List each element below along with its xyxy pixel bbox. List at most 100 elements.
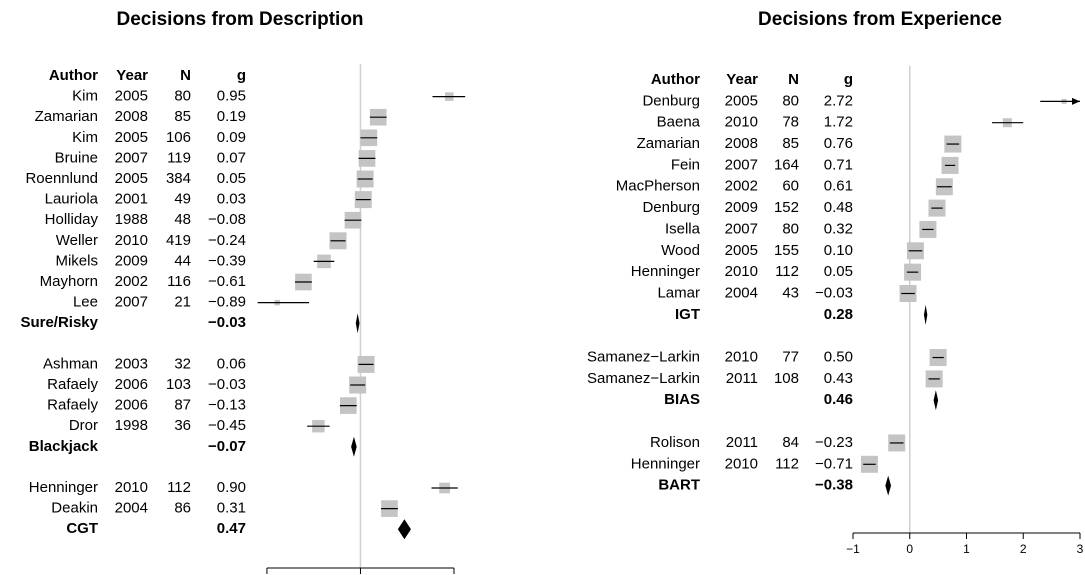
year: 2006 <box>115 376 148 393</box>
column-header: Year <box>726 71 758 88</box>
n: 48 <box>174 211 191 228</box>
n: 36 <box>174 417 191 434</box>
n: 86 <box>174 500 191 517</box>
n: 85 <box>174 108 191 125</box>
n: 103 <box>166 376 191 393</box>
g: −0.89 <box>208 294 246 311</box>
g: 0.31 <box>217 500 246 517</box>
year: 2009 <box>725 199 758 216</box>
n: 77 <box>782 349 799 366</box>
author: Samanez−Larkin <box>587 349 700 366</box>
column-header: Author <box>49 67 98 84</box>
year: 2007 <box>725 156 758 173</box>
summary-label: Sure/Risky <box>20 314 98 331</box>
column-header: Year <box>116 67 148 84</box>
author: Isella <box>665 220 701 237</box>
n: 21 <box>174 294 191 311</box>
column-header: N <box>180 67 191 84</box>
g: 0.50 <box>824 349 853 366</box>
g: −0.23 <box>815 434 853 451</box>
author: Ashman <box>43 355 98 372</box>
g: 0.71 <box>824 156 853 173</box>
n: 78 <box>782 114 799 131</box>
summary-g: −0.38 <box>815 477 853 494</box>
author: Bruine <box>55 149 98 166</box>
author: Henninger <box>631 455 700 472</box>
ci-arrow <box>1072 97 1080 105</box>
year: 2010 <box>725 455 758 472</box>
g: 0.19 <box>217 108 246 125</box>
year: 2010 <box>725 349 758 366</box>
column-header: N <box>788 71 799 88</box>
x-tick-label: −1 <box>846 542 860 556</box>
author: Mikels <box>55 252 98 269</box>
year: 2005 <box>115 170 148 187</box>
author: Dror <box>69 417 98 434</box>
year: 1988 <box>115 211 148 228</box>
author: Wood <box>661 242 700 259</box>
year: 2009 <box>115 252 148 269</box>
author: Holliday <box>45 211 99 228</box>
g: −0.61 <box>208 273 246 290</box>
author: Henninger <box>29 479 98 496</box>
summary-diamond <box>933 390 939 411</box>
g: −0.71 <box>815 455 853 472</box>
summary-label: BIAS <box>664 391 700 408</box>
author: Rafaely <box>47 376 98 393</box>
year: 2002 <box>725 178 758 195</box>
year: 2002 <box>115 273 148 290</box>
n: 152 <box>774 199 799 216</box>
x-tick-label: 3 <box>1077 542 1084 556</box>
author: Weller <box>56 232 98 249</box>
g: −0.03 <box>815 284 853 301</box>
author: Lee <box>73 294 98 311</box>
n: 384 <box>166 170 191 187</box>
year: 2010 <box>725 114 758 131</box>
year: 2011 <box>726 434 758 451</box>
g: −0.13 <box>208 397 246 414</box>
n: 80 <box>782 220 799 237</box>
author: Zamarian <box>637 135 700 152</box>
summary-g: −0.03 <box>208 314 246 331</box>
author: Mayhorn <box>40 273 98 290</box>
g: 2.72 <box>824 92 853 109</box>
n: 87 <box>174 397 191 414</box>
n: 112 <box>167 479 191 496</box>
n: 116 <box>167 273 191 290</box>
summary-label: BART <box>658 477 700 494</box>
n: 112 <box>775 263 799 280</box>
summary-diamond <box>397 519 411 540</box>
n: 85 <box>782 135 799 152</box>
author: Zamarian <box>35 108 98 125</box>
year: 2005 <box>725 242 758 259</box>
author: Deakin <box>51 500 98 517</box>
g: 0.90 <box>217 479 246 496</box>
column-header: Author <box>651 71 700 88</box>
n: 106 <box>166 129 191 146</box>
x-tick-label: 0 <box>906 542 913 556</box>
g: 0.03 <box>217 191 246 208</box>
author: Baena <box>657 114 701 131</box>
g: −0.03 <box>208 376 246 393</box>
x-tick-label: 1 <box>963 542 970 556</box>
g: 0.48 <box>824 199 853 216</box>
g: 1.72 <box>824 114 853 131</box>
g: 0.95 <box>217 88 246 105</box>
g: 0.61 <box>824 178 853 195</box>
author: Kim <box>72 88 98 105</box>
year: 2010 <box>115 232 148 249</box>
year: 2008 <box>725 135 758 152</box>
author: Fein <box>671 156 700 173</box>
g: 0.10 <box>824 242 853 259</box>
author: Kim <box>72 129 98 146</box>
year: 2006 <box>115 397 148 414</box>
year: 1998 <box>115 417 148 434</box>
author: Denburg <box>642 199 700 216</box>
n: 43 <box>782 284 799 301</box>
author: Denburg <box>642 92 700 109</box>
author: Rafaely <box>47 397 98 414</box>
year: 2008 <box>115 108 148 125</box>
n: 80 <box>782 92 799 109</box>
summary-g: −0.07 <box>208 438 246 455</box>
summary-label: CGT <box>66 520 98 537</box>
